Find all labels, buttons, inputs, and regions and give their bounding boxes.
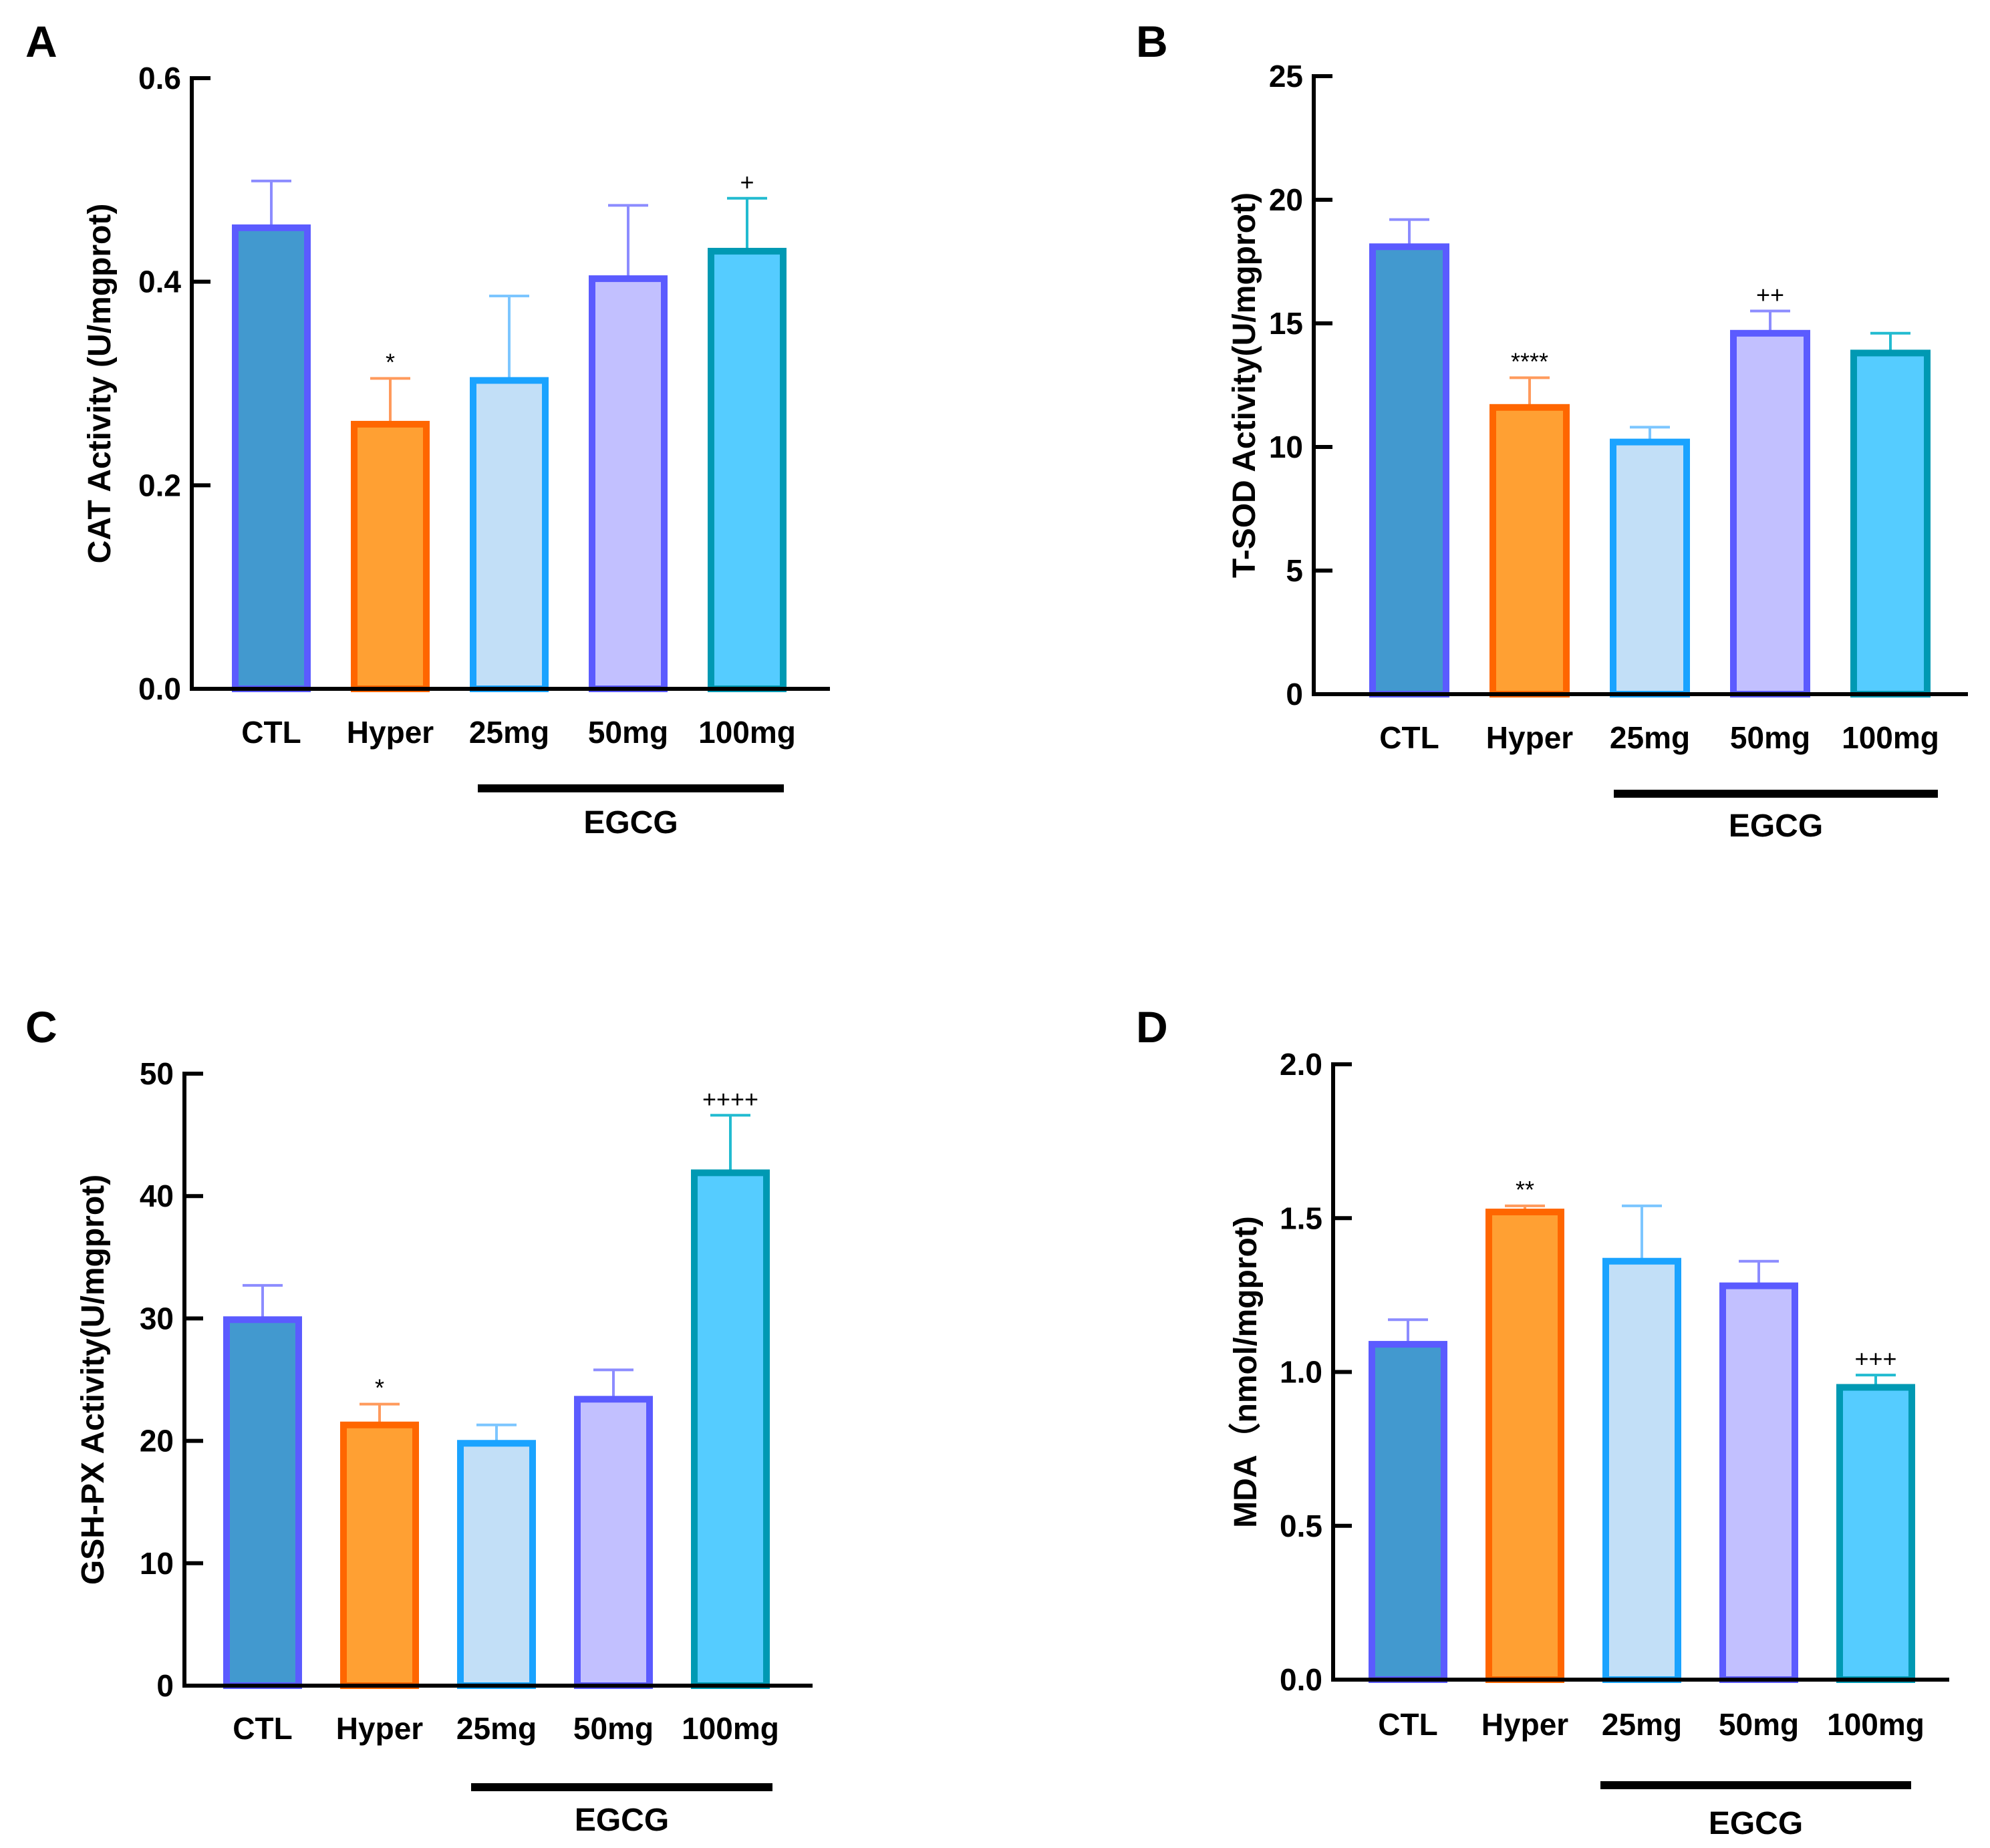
y-tick-label: 0.2 [138, 468, 181, 502]
panel-b: B CTL **** Hyper 25mg ++ 50mg 100mg 0 5 10 15 20 25 T-… [1136, 17, 1968, 844]
bar-50mg [589, 275, 668, 692]
bar-25mg [1610, 438, 1690, 698]
bar-50mg [1730, 329, 1810, 698]
y-tick-label: 0 [1286, 677, 1303, 712]
panel-c: C CTL * Hyper 25mg 50mg ++++ 100mg 0 10 20 30 40 50 GS… [25, 1002, 813, 1838]
y-axis-label: MDA（nmol/mgprot) [1228, 1216, 1264, 1528]
x-tick-label: 25mg [1610, 720, 1690, 755]
bar-100mg [691, 1169, 770, 1689]
significance-label: * [386, 348, 395, 375]
bar-ctl [232, 224, 311, 692]
group-label: EGCG [1709, 1806, 1803, 1841]
y-tick-label: 0.0 [1280, 1662, 1322, 1697]
bar-25mg [1602, 1257, 1681, 1683]
x-tick-label: Hyper [1486, 720, 1573, 755]
x-tick-label: 50mg [1730, 720, 1810, 755]
bar-hyper [351, 420, 430, 693]
significance-label: ** [1516, 1176, 1534, 1203]
panel-letter: A [25, 17, 57, 66]
x-tick-label: CTL [241, 715, 301, 750]
x-tick-label: 100mg [698, 715, 796, 750]
panel-letter: C [25, 1002, 57, 1052]
x-tick-label: 100mg [1827, 1707, 1925, 1742]
significance-label: + [740, 168, 754, 196]
group-label: EGCG [575, 1803, 669, 1838]
bar-100mg [1836, 1384, 1915, 1683]
y-tick-label: 0 [156, 1668, 174, 1703]
x-tick-label: 25mg [456, 1711, 537, 1746]
bar-hyper [1485, 1209, 1564, 1684]
y-tick-label: 1.0 [1280, 1355, 1322, 1390]
x-tick-label: 100mg [682, 1711, 779, 1746]
y-tick-label: 25 [1269, 59, 1303, 94]
group-label: EGCG [583, 805, 678, 840]
y-tick-label: 2.0 [1280, 1047, 1322, 1082]
bar-ctl [1369, 1341, 1447, 1684]
y-tick-label: 0.5 [1280, 1509, 1322, 1543]
y-axis-label: T-SOD Activity(U/mgprot) [1227, 192, 1262, 578]
significance-label: **** [1511, 347, 1548, 375]
x-tick-label: CTL [1379, 720, 1439, 755]
bar-ctl [1369, 243, 1449, 698]
y-tick-label: 0.0 [138, 671, 181, 706]
x-tick-label: Hyper [336, 1711, 423, 1746]
x-tick-label: CTL [1378, 1707, 1437, 1742]
bar-hyper [340, 1421, 419, 1689]
y-tick-label: 10 [140, 1546, 174, 1581]
bar-50mg [1719, 1282, 1798, 1684]
x-tick-label: CTL [233, 1711, 292, 1746]
x-tick-label: 25mg [1602, 1707, 1682, 1742]
y-tick-label: 20 [140, 1424, 174, 1458]
y-tick-label: 15 [1269, 306, 1303, 341]
panel-a: A CTL * Hyper 25mg 50mg +100mg 0.0 0.2 0.4 0.6 CAT … [25, 17, 830, 840]
x-tick-label: 50mg [588, 715, 668, 750]
x-tick-label: 50mg [1719, 1707, 1799, 1742]
panel-letter: B [1136, 17, 1168, 66]
panel-d: D CTL ** Hyper 25mg 50mg +++ 100mg 0.0 0.5 1.0 1.5 2… [1136, 1002, 1949, 1841]
bar-100mg [1850, 349, 1931, 698]
y-axis-label: GSH-PX Activity(U/mgprot) [76, 1175, 111, 1585]
x-tick-label: 25mg [469, 715, 549, 750]
significance-label: +++ [1854, 1345, 1896, 1372]
y-tick-label: 50 [140, 1056, 174, 1091]
y-tick-label: 1.5 [1280, 1201, 1322, 1235]
bar-ctl [223, 1316, 302, 1690]
bar-hyper [1489, 404, 1570, 698]
bar-50mg [574, 1396, 653, 1689]
y-tick-label: 0.4 [138, 265, 181, 299]
bar-100mg [708, 247, 787, 692]
bar-25mg [457, 1440, 536, 1689]
x-tick-label: Hyper [1481, 1707, 1568, 1742]
significance-label: ++++ [702, 1085, 758, 1112]
y-tick-label: 40 [140, 1179, 174, 1213]
significance-label: * [375, 1374, 384, 1402]
y-tick-label: 20 [1269, 182, 1303, 217]
y-tick-label: 10 [1269, 430, 1303, 464]
x-tick-label: 50mg [573, 1711, 654, 1746]
y-tick-label: 5 [1286, 553, 1303, 588]
y-tick-label: 0.6 [138, 61, 181, 96]
bar-25mg [470, 377, 549, 692]
x-tick-label: Hyper [347, 715, 434, 750]
group-label: EGCG [1729, 808, 1823, 844]
x-tick-label: 100mg [1842, 720, 1939, 755]
significance-label: ++ [1756, 281, 1784, 309]
panel-letter: D [1136, 1002, 1168, 1052]
y-axis-label: CAT Activity (U/mgprot) [82, 204, 118, 564]
y-tick-label: 30 [140, 1301, 174, 1336]
